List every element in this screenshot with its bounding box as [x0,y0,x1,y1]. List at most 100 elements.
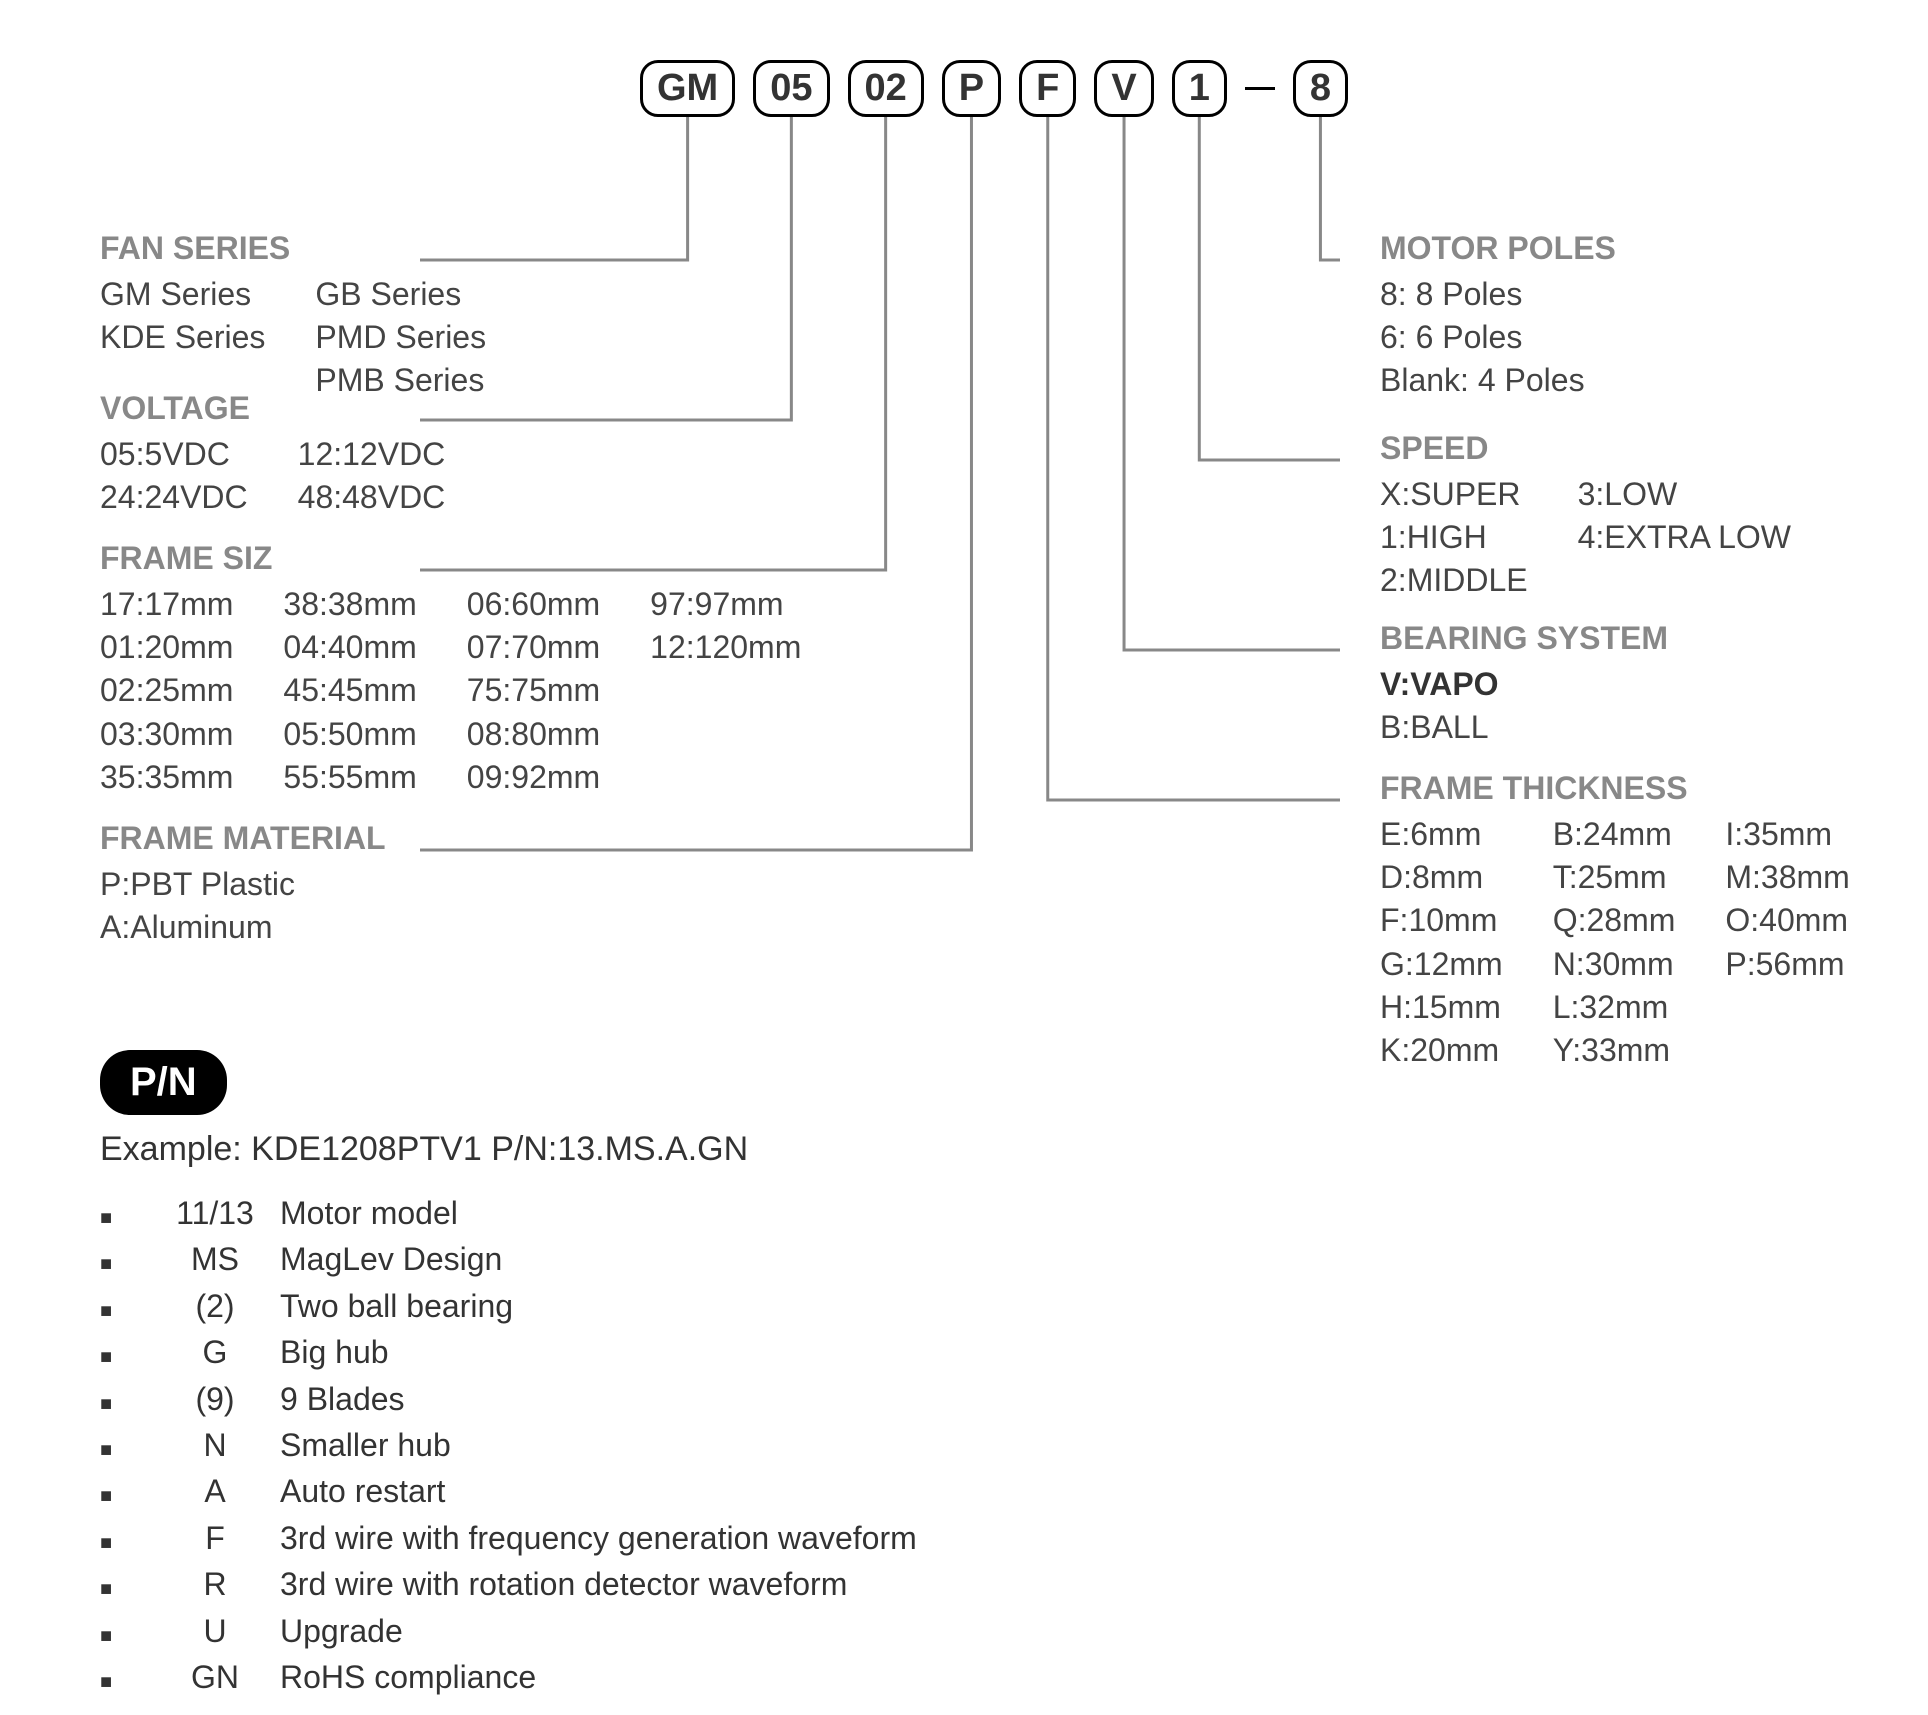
value-item: I:35mm [1725,813,1849,856]
value-item: 09:92mm [467,756,600,799]
pn-desc: Two ball bearing [280,1283,513,1329]
column: B:24mmT:25mmQ:28mmN:30mmL:32mmY:33mm [1553,813,1676,1072]
pn-code: GN [150,1654,280,1700]
section-body: 05:5VDC24:24VDC12:12VDC48:48VDC [100,433,445,519]
section-title: SPEED [1380,430,1791,467]
pn-badge: P/N [100,1050,227,1115]
pn-desc: Motor model [280,1190,458,1236]
value-item: D:8mm [1380,856,1503,899]
value-item: 48:48VDC [298,476,446,519]
column: GM SeriesKDE Series [100,273,265,403]
pn-row: ■(2)Two ball bearing [100,1283,917,1329]
section-motor-poles: MOTOR POLES 8: 8 Poles6: 6 PolesBlank: 4… [1380,230,1616,403]
pn-code: N [150,1422,280,1468]
bullet-icon: ■ [100,1250,150,1279]
section-bearing: BEARING SYSTEM V:VAPOB:BALL [1380,620,1668,749]
value-item: N:30mm [1553,943,1676,986]
column: 06:60mm07:70mm75:75mm08:80mm09:92mm [467,583,600,799]
value-item: V:VAPO [1380,663,1499,706]
code-box-7: 8 [1293,60,1348,117]
value-item: 17:17mm [100,583,233,626]
column: 12:12VDC48:48VDC [298,433,446,519]
section-title: FRAME SIZ [100,540,801,577]
pn-row: ■(9)9 Blades [100,1376,917,1422]
pn-desc: RoHS compliance [280,1654,536,1700]
section-speed: SPEED X:SUPER1:HIGH2:MIDDLE 3:LOW4:EXTRA … [1380,430,1791,603]
value-item: 07:70mm [467,626,600,669]
pn-desc: Big hub [280,1329,389,1375]
pn-example: Example: KDE1208PTV1 P/N:13.MS.A.GN [100,1130,748,1169]
part-code-row: GM 05 02 P F V 1 8 [640,60,1348,117]
value-item: 38:38mm [283,583,416,626]
pn-desc: Smaller hub [280,1422,451,1468]
column: GB SeriesPMD SeriesPMB Series [315,273,486,403]
pn-desc: Auto restart [280,1468,445,1514]
value-item: GM Series [100,273,265,316]
pn-code: G [150,1329,280,1375]
pn-desc: 3rd wire with frequency generation wavef… [280,1515,917,1561]
column: 38:38mm04:40mm45:45mm05:50mm55:55mm [283,583,416,799]
code-box-4: F [1019,60,1076,117]
pn-desc: 9 Blades [280,1376,405,1422]
bullet-icon: ■ [100,1204,150,1233]
section-title: VOLTAGE [100,390,445,427]
dash-icon [1245,87,1275,90]
section-frame-size: FRAME SIZ 17:17mm01:20mm02:25mm03:30mm35… [100,540,801,799]
code-box-3: P [942,60,1001,117]
value-item: Blank: 4 Poles [1380,359,1585,402]
value-item: GB Series [315,273,486,316]
section-body: 8: 8 Poles6: 6 PolesBlank: 4 Poles [1380,273,1616,403]
value-item: F:10mm [1380,899,1503,942]
pn-code: (9) [150,1376,280,1422]
value-item: 04:40mm [283,626,416,669]
section-title: MOTOR POLES [1380,230,1616,267]
value-item: 3:LOW [1578,473,1791,516]
value-item: L:32mm [1553,986,1676,1029]
pn-code: 11/13 [150,1190,280,1236]
pn-row: ■11/13Motor model [100,1190,917,1236]
value-item: 01:20mm [100,626,233,669]
column: 3:LOW4:EXTRA LOW [1578,473,1791,603]
pn-desc: Upgrade [280,1608,403,1654]
value-item: 97:97mm [650,583,801,626]
section-title: FAN SERIES [100,230,486,267]
pn-code: A [150,1468,280,1514]
pn-list: ■11/13Motor model■MSMagLev Design■(2)Two… [100,1190,917,1700]
section-title: BEARING SYSTEM [1380,620,1668,657]
column: V:VAPOB:BALL [1380,663,1499,749]
value-item: 2:MIDDLE [1380,559,1528,602]
pn-desc: MagLev Design [280,1236,502,1282]
value-item: 1:HIGH [1380,516,1528,559]
section-frame-material: FRAME MATERIAL P:PBT PlasticA:Aluminum [100,820,386,949]
column: X:SUPER1:HIGH2:MIDDLE [1380,473,1528,603]
value-item: 24:24VDC [100,476,248,519]
value-item: 12:120mm [650,626,801,669]
value-item: E:6mm [1380,813,1503,856]
pn-row: ■F3rd wire with frequency generation wav… [100,1515,917,1561]
value-item: Y:33mm [1553,1029,1676,1072]
value-item: T:25mm [1553,856,1676,899]
value-item: M:38mm [1725,856,1849,899]
pn-row: ■UUpgrade [100,1608,917,1654]
bullet-icon: ■ [100,1343,150,1372]
value-item: O:40mm [1725,899,1849,942]
section-fan-series: FAN SERIES GM SeriesKDE Series GB SeriesP… [100,230,486,403]
pn-row: ■GBig hub [100,1329,917,1375]
bullet-icon: ■ [100,1668,150,1697]
code-box-6: 1 [1172,60,1227,117]
code-box-1: 05 [753,60,829,117]
value-item: H:15mm [1380,986,1503,1029]
pn-code: F [150,1515,280,1561]
bullet-icon: ■ [100,1436,150,1465]
value-item: 03:30mm [100,713,233,756]
value-item: G:12mm [1380,943,1503,986]
section-body: V:VAPOB:BALL [1380,663,1668,749]
value-item: 75:75mm [467,669,600,712]
code-box-2: 02 [848,60,924,117]
bullet-icon: ■ [100,1482,150,1511]
value-item: P:PBT Plastic [100,863,295,906]
value-item: 12:12VDC [298,433,446,476]
pn-row: ■GNRoHS compliance [100,1654,917,1700]
value-item: 4:EXTRA LOW [1578,516,1791,559]
column: 97:97mm12:120mm [650,583,801,799]
